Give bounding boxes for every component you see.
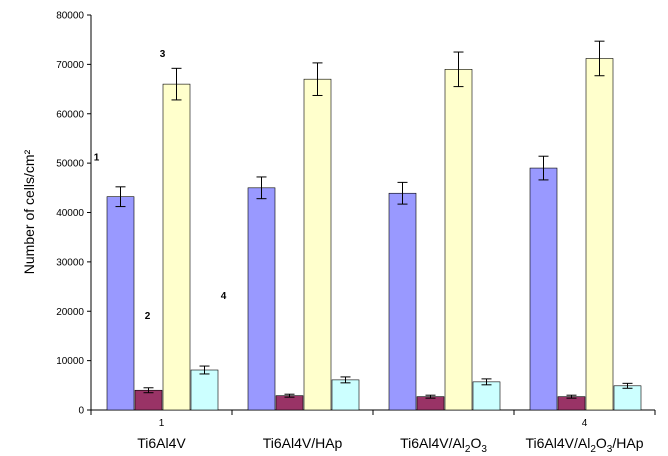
x-category-label: Ti6Al4V/Al2O3 <box>400 435 487 455</box>
bar-series-3 <box>444 69 473 411</box>
x-category-label: Ti6Al4V/HAp <box>263 435 343 451</box>
y-axis-title: Number of cells/cm² <box>21 149 37 274</box>
bar-series-3 <box>585 58 614 411</box>
bar-series-4 <box>472 381 501 411</box>
series-annotation-1: 1 <box>94 153 100 164</box>
bar-series-4 <box>331 379 360 411</box>
y-tick-label: 10000 <box>56 356 84 367</box>
y-tick-label: 70000 <box>56 60 84 71</box>
x-tick-number: 4 <box>582 418 588 429</box>
x-category-label: Ti6Al4V <box>137 435 186 451</box>
y-tick-label: 30000 <box>56 257 84 268</box>
y-tick-label: 50000 <box>56 159 84 170</box>
bar-series-2 <box>275 395 304 411</box>
series-annotation-3: 3 <box>160 49 166 60</box>
y-tick-label: 20000 <box>56 307 84 318</box>
bar-series-3 <box>303 78 332 411</box>
bar-series-1 <box>388 192 417 411</box>
y-tick-label: 80000 <box>56 11 84 22</box>
x-tick-number: 1 <box>159 418 165 429</box>
bar-series-2 <box>416 396 445 411</box>
bar-series-1 <box>106 196 135 411</box>
bar-series-2 <box>557 396 586 411</box>
y-tick-label: 60000 <box>56 109 84 120</box>
y-tick-label: 0 <box>78 406 84 417</box>
x-category-label: Ti6Al4V/Al2O3/HAp <box>526 435 644 455</box>
bar-series-1 <box>247 187 276 411</box>
series-annotation-4: 4 <box>221 291 227 302</box>
bar-series-3 <box>162 83 191 411</box>
bar-series-1 <box>529 167 558 411</box>
bar-series-4 <box>613 385 642 411</box>
bar-series-4 <box>190 369 219 411</box>
y-tick-label: 40000 <box>56 208 84 219</box>
series-annotation-2: 2 <box>145 311 151 322</box>
